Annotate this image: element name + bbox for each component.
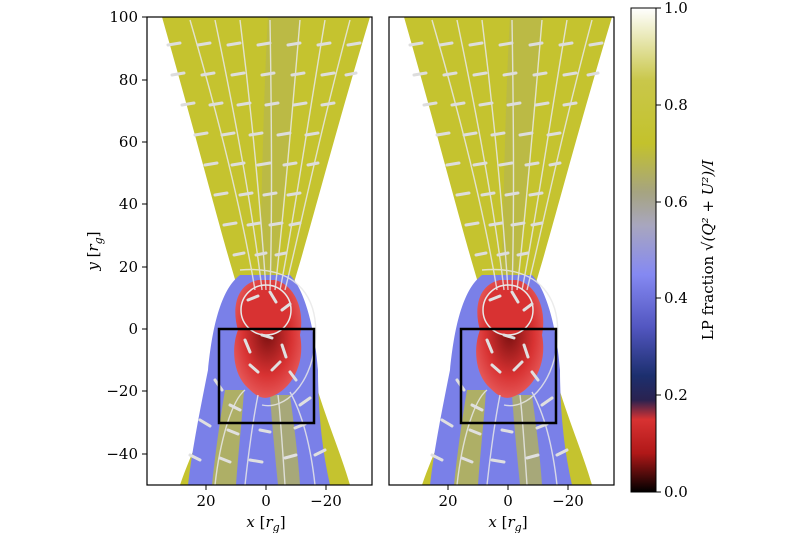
y-tick-label: −40 (106, 445, 138, 463)
y-tick-label: 60 (119, 133, 138, 151)
y-tick-label: 80 (119, 71, 138, 89)
colorbar-gradient (630, 7, 657, 493)
left-inset-box (217, 327, 316, 425)
x-tick-label: 20 (196, 492, 215, 510)
y-tick-label: 40 (119, 195, 138, 213)
y-tick-label: −20 (106, 382, 138, 400)
y-tick-label: 20 (119, 258, 138, 276)
x-tick-label: 0 (261, 492, 271, 510)
right-plot-frame (388, 16, 615, 486)
x-tick-label: 20 (438, 492, 457, 510)
right-panel (389, 17, 614, 485)
upper-jet-region (162, 17, 370, 295)
colorbar-tick-label: 1.0 (664, 0, 688, 17)
colorbar-tick-label: 0.8 (664, 96, 688, 114)
colorbar: 0.0 0.2 0.4 0.6 0.8 1.0 (630, 0, 688, 501)
colorbar-tick-label: 0.6 (664, 193, 688, 211)
left-y-axis: 100 80 60 40 20 0 −20 −40 (106, 8, 147, 463)
colorbar-tick-label: 0.2 (664, 386, 688, 404)
left-x-axis: 20 0 −20 (196, 485, 342, 510)
right-inset-box (459, 327, 558, 425)
colorbar-tick-label: 0.0 (664, 483, 688, 501)
right-x-axis-title: x [rg] (488, 513, 527, 533)
y-tick-label: 100 (109, 8, 138, 26)
colorbar-title: LP fraction √(Q² + U²)/I (699, 159, 717, 341)
right-x-axis: 20 0 −20 (438, 485, 584, 510)
x-tick-label: −20 (552, 492, 584, 510)
left-panel (147, 17, 372, 485)
x-tick-label: −20 (310, 492, 342, 510)
left-plot-frame (146, 16, 373, 486)
y-axis-title: y [rg] (84, 231, 105, 271)
x-tick-label: 0 (503, 492, 513, 510)
y-tick-label: 0 (128, 320, 138, 338)
left-x-axis-title: x [rg] (246, 513, 285, 533)
colorbar-tick-label: 0.4 (664, 289, 688, 307)
